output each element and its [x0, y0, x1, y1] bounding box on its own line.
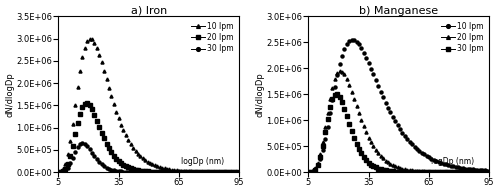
Title: b) Manganese: b) Manganese [359, 6, 438, 16]
Text: logDp (nm): logDp (nm) [432, 157, 474, 166]
Title: a) Iron: a) Iron [130, 6, 167, 16]
Legend: 10 lpm, 20 lpm, 30 lpm: 10 lpm, 20 lpm, 30 lpm [440, 20, 486, 55]
Legend: 10 lpm, 20 lpm, 30 lpm: 10 lpm, 20 lpm, 30 lpm [190, 20, 236, 55]
Y-axis label: dN/dlogDp: dN/dlogDp [256, 72, 264, 117]
Y-axis label: dN/dlogDp: dN/dlogDp [6, 72, 15, 117]
Text: logDp (nm): logDp (nm) [182, 157, 224, 166]
